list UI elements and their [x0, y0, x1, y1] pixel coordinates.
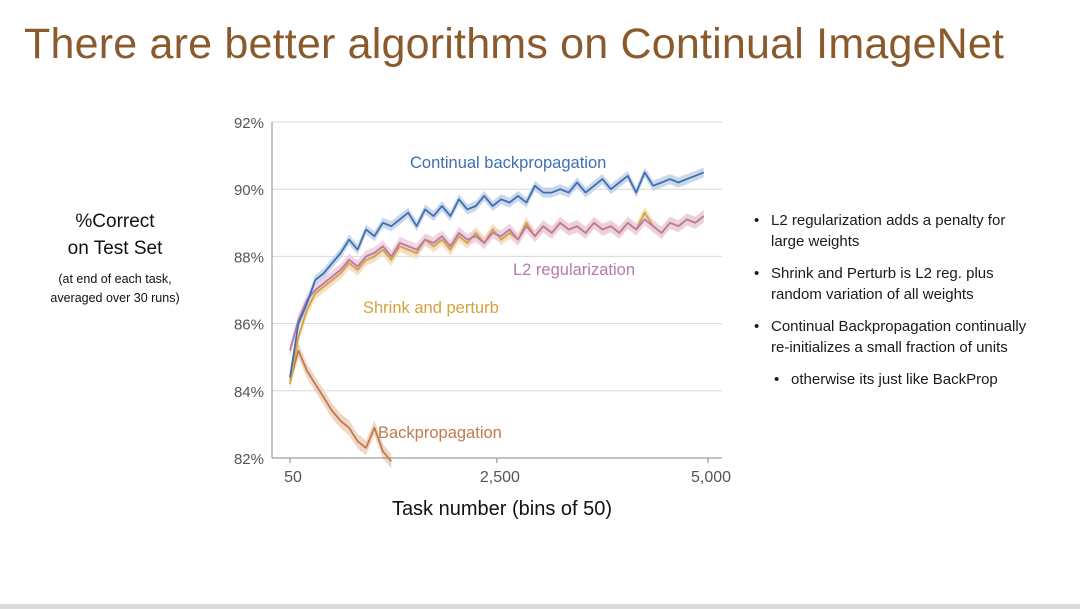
y-tick-label: 82%	[234, 451, 264, 468]
series-label-l2-regularization: L2 regularization	[513, 261, 635, 279]
series-line-backpropagation	[289, 349, 392, 462]
bullet-line: otherwise its just like BackProp	[791, 371, 998, 388]
series-line-l2-regularization	[289, 215, 705, 351]
bottom-divider	[0, 604, 1080, 609]
bullet-line: random variation of all weights	[771, 286, 974, 303]
x-tick-label: 5,000	[691, 469, 731, 486]
error-band-continual-backpropagation	[290, 167, 704, 383]
y-axis-label-block: %Correct on Test Set (at end of each tas…	[20, 208, 210, 308]
series-label-continual-backpropagation: Continual backpropagation	[410, 154, 606, 172]
chart-axes	[271, 122, 722, 463]
x-tick-label: 2,500	[480, 469, 520, 486]
bullet-line: Shrink and Perturb is L2 reg. plus	[771, 265, 994, 282]
error-band-backpropagation	[290, 343, 392, 469]
y-tick-label: 86%	[234, 317, 264, 334]
series-label-backpropagation: Backpropagation	[378, 424, 502, 442]
bullet-item: Shrink and Perturb is L2 reg. plus rando…	[752, 263, 1080, 305]
y-tick-label: 88%	[234, 249, 264, 266]
y-axis-label-line1: %Correct	[75, 211, 155, 232]
y-axis-note: (at end of each task, averaged over 30 r…	[20, 270, 210, 308]
x-tick-label: 50	[284, 469, 302, 486]
bullet-list: L2 regularization adds a penalty for lar…	[752, 210, 1080, 401]
bullet-line: re-initializes a small fraction of units	[771, 339, 1008, 356]
bullet-line: large weights	[771, 233, 860, 250]
chart-tick-labels: 82% 84% 86% 88% 90% 92% 50 2,500 5,000	[234, 115, 731, 486]
series-line-continual-backpropagation	[289, 171, 705, 378]
y-tick-label: 90%	[234, 182, 264, 199]
sub-bullet-item: otherwise its just like BackProp	[772, 369, 1080, 390]
y-tick-label: 84%	[234, 384, 264, 401]
x-axis-label: Task number (bins of 50)	[392, 498, 612, 520]
y-axis-note-line2: averaged over 30 runs)	[50, 291, 180, 305]
bullet-item: L2 regularization adds a penalty for lar…	[752, 210, 1080, 252]
slide-title: There are better algorithms on Continual…	[24, 20, 1005, 68]
y-tick-label: 92%	[234, 115, 264, 132]
series-label-shrink-and-perturb: Shrink and perturb	[363, 299, 499, 317]
y-axis-label-line2: on Test Set	[67, 238, 163, 259]
bullet-item: Continual Backpropagation continually re…	[752, 316, 1080, 358]
error-band-l2-regularization	[290, 210, 704, 357]
bullet-line: L2 regularization adds a penalty for	[771, 212, 1006, 229]
bullet-line: Continual Backpropagation continually	[771, 318, 1027, 335]
chart-series-lines	[289, 171, 705, 462]
y-axis-note-line1: (at end of each task,	[58, 272, 172, 286]
